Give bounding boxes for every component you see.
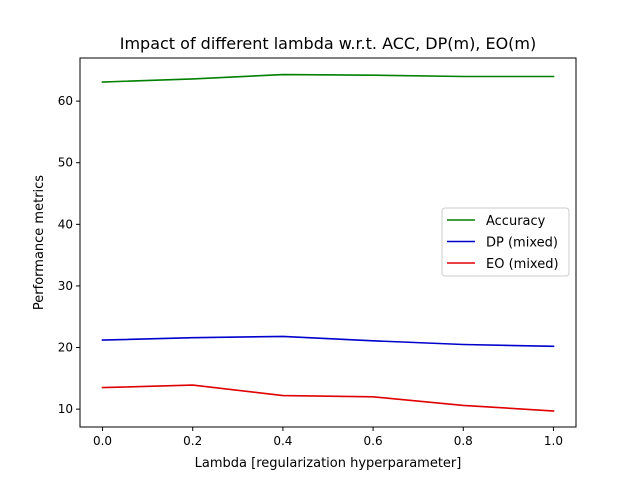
- legend-label: Accuracy: [486, 214, 546, 229]
- y-axis-label: Performance metrics: [32, 175, 47, 310]
- y-tick-label: 10: [58, 402, 73, 416]
- legend-box: [441, 207, 570, 277]
- x-tick-label: 0.2: [183, 434, 202, 448]
- y-tick-label: 50: [58, 156, 73, 170]
- x-tick-label: 0.8: [454, 434, 473, 448]
- x-tick-label: 0.0: [93, 434, 112, 448]
- y-tick-label: 20: [58, 341, 73, 355]
- y-tick-label: 60: [58, 94, 73, 108]
- plot-frame: [79, 57, 577, 428]
- x-axis-label: Lambda [regularization hyperparameter]: [195, 456, 462, 471]
- legend: Accuracy DP (mixed) EO (mixed): [441, 207, 570, 277]
- series-line-accuracy: [101, 73, 555, 83]
- y-tick-label: 40: [58, 217, 73, 231]
- y-axis-ticks: 10 20 30 40 50 60: [58, 94, 80, 416]
- y-tick-label: 30: [58, 279, 73, 293]
- series-line-eo-mixed: [101, 384, 555, 412]
- series-line-dp-mixed: [101, 335, 555, 348]
- x-axis-ticks: 0.0 0.2 0.4 0.6 0.8 1.0: [93, 427, 563, 448]
- x-tick-label: 1.0: [544, 434, 563, 448]
- series-layer: [101, 73, 555, 412]
- legend-label: EO (mixed): [486, 257, 559, 272]
- x-tick-label: 0.6: [364, 434, 383, 448]
- chart-title: Impact of different lambda w.r.t. ACC, D…: [120, 34, 537, 53]
- plot-area: [79, 57, 577, 428]
- x-tick-label: 0.4: [273, 434, 292, 448]
- legend-label: DP (mixed): [486, 236, 558, 251]
